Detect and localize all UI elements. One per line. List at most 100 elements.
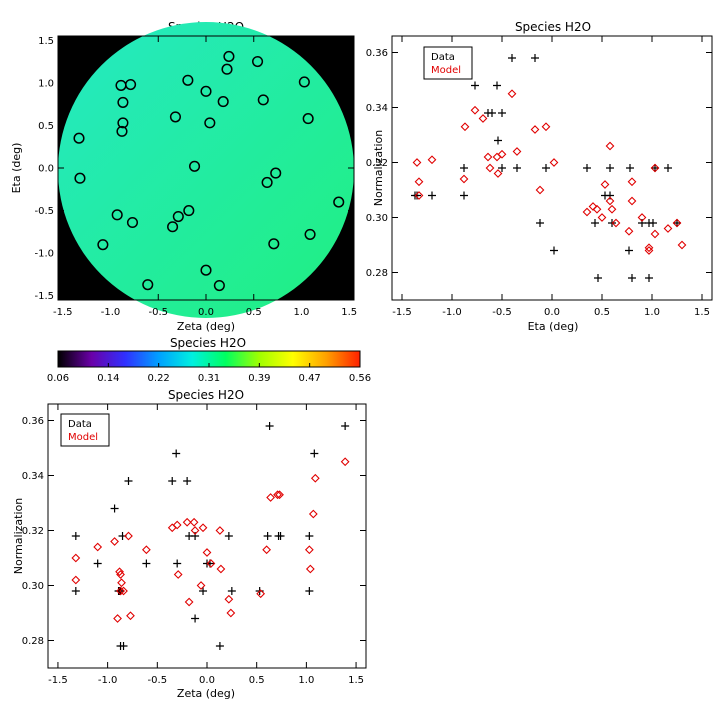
eta-panel-data-marker [594,274,602,282]
zeta-panel-data-marker [172,449,181,458]
zeta-panel-model-marker [115,567,124,577]
field-map-marker [172,210,184,223]
eta-panel-model-marker [672,218,682,228]
eta-panel-data-marker [460,164,468,172]
eta-panel: Species H2O -1.5 -1.0 -0.5 0.0 0.5 1.0 1.5 0.2… [366,20,713,333]
eta-panel-model-marker [459,174,469,184]
eta-panel-x-axis: -1.5 -1.0 -0.5 0.0 0.5 1.0 1.5 [392,36,710,318]
zeta-panel-data-marker [227,587,236,595]
eta-panel-data-marker [531,54,539,62]
field-map-y-tick-label: -0.5 [34,206,54,217]
zeta-panel-model-marker [113,614,122,623]
zeta-panel-data-marker [276,532,285,540]
field-map-x-axis: -1.5 -1.0 -0.5 0.0 0.5 1.0 1.5 [53,36,357,318]
zeta-panel-model-marker [190,526,200,535]
eta-panel-model-marker [627,196,637,206]
colorbar-tick-label: 0.22 [148,373,170,384]
zeta-panel-model-marker [275,490,284,500]
zeta-panel-model-marker [224,594,234,604]
zeta-panel-data-marker [263,532,272,540]
eta-panel-x-tick-label: -0.5 [492,307,512,318]
zeta-panel-model-marker [116,570,125,579]
field-map-x-tick-label: -1.0 [101,307,121,318]
zeta-panel-model-marker [119,586,128,596]
colorbar-tick-label: 0.56 [349,373,371,384]
eta-panel-title: Species H2O [515,20,591,34]
eta-panel-model-marker [414,177,424,187]
field-map-y-label: Eta (deg) [10,143,23,194]
zeta-panel-model-marker [262,545,272,555]
eta-panel-y-tick-label: 0.34 [366,103,388,114]
eta-panel-data-marker [508,54,516,62]
zeta-panel-model-marker [116,586,125,596]
zeta-panel-x-axis: -1.5 -1.0 -0.5 0.0 0.5 1.0 1.5 [48,404,364,686]
eta-panel-data-marker [591,219,599,227]
eta-panel-markers [411,54,687,282]
colorbar-tick-label: 0.47 [299,373,321,384]
eta-panel-model-marker [478,114,488,123]
zeta-panel-data-marker [124,477,133,485]
field-map-marker [183,205,195,217]
eta-panel-model-marker [624,226,634,236]
eta-panel-x-tick-label: 0.5 [594,307,610,318]
eta-panel-data-marker [606,164,614,172]
eta-panel-x-tick-label: 0.0 [544,307,560,318]
zeta-panel-model-marker [202,548,212,557]
zeta-panel-data-marker [265,422,274,430]
field-map-marker [252,55,264,68]
eta-panel-model-marker [611,218,621,228]
eta-panel-model-marker [485,163,495,173]
eta-panel-data-marker [550,246,558,255]
colorbar-tick-label: 0.31 [198,373,220,384]
field-map-y-tick-label: 1.5 [38,36,54,47]
eta-panel-data-marker [471,81,479,90]
eta-panel-model-marker [644,243,654,253]
zeta-panel-markers [71,422,350,650]
field-map-marker [200,85,212,97]
eta-panel-model-marker [597,213,607,222]
zeta-panel-x-tick-label: 1.5 [348,675,364,686]
field-map-marker [142,279,154,291]
field-map-x-label: Zeta (deg) [177,320,235,333]
zeta-panel-model-marker [173,570,183,579]
eta-panel-model-marker [588,202,598,211]
field-map-marker [116,125,128,137]
eta-panel-model-marker [607,204,617,214]
zeta-panel-data-marker [305,587,314,595]
field-map-marker [302,113,314,125]
zeta-panel-data-marker [110,504,119,513]
field-map-y-tick-label: -1.0 [34,249,54,260]
eta-panel-data-marker [498,164,506,172]
zeta-panel-model-marker [71,575,81,585]
field-map-markers [73,50,345,292]
eta-panel-data-marker [583,164,591,172]
colorbar-title: Species H2O [170,336,246,350]
field-map-marker [74,172,86,184]
zeta-panel-x-tick-label: 0.5 [249,675,265,686]
zeta-panel-model-marker [256,589,266,599]
zeta-panel-model-marker [172,520,182,530]
eta-panel-model-marker [677,240,687,250]
field-map-y-tick-label: 1.0 [38,78,54,89]
eta-panel-y-tick-label: 0.36 [366,48,388,59]
eta-panel-model-marker [541,122,551,132]
zeta-panel-model-marker [71,553,81,563]
zeta-panel-data-marker [183,477,192,485]
field-map-marker [200,264,212,276]
zeta-panel-title: Species H2O [168,388,244,402]
zeta-panel-y-tick-label: 0.32 [22,526,44,537]
zeta-panel-legend-data: Data [68,419,92,430]
eta-panel-y-label: Normalization [372,130,385,206]
zeta-panel-y-tick-label: 0.30 [22,581,44,592]
zeta-panel-y-label: Normalization [12,498,25,574]
zeta-panel-model-marker [110,537,119,546]
field-map-y-axis: -1.5 -1.0 -0.5 0.0 0.5 1.0 1.5 [34,36,354,302]
eta-panel-data-marker [493,81,501,90]
eta-panel-x-tick-label: 1.0 [644,307,660,318]
eta-panel-model-marker [483,152,493,162]
field-map-marker [304,228,316,240]
eta-panel-data-marker [494,136,502,145]
zeta-panel-model-marker [206,559,216,568]
zeta-panel-model-marker [226,608,236,618]
zeta-panel-data-marker [310,449,319,458]
